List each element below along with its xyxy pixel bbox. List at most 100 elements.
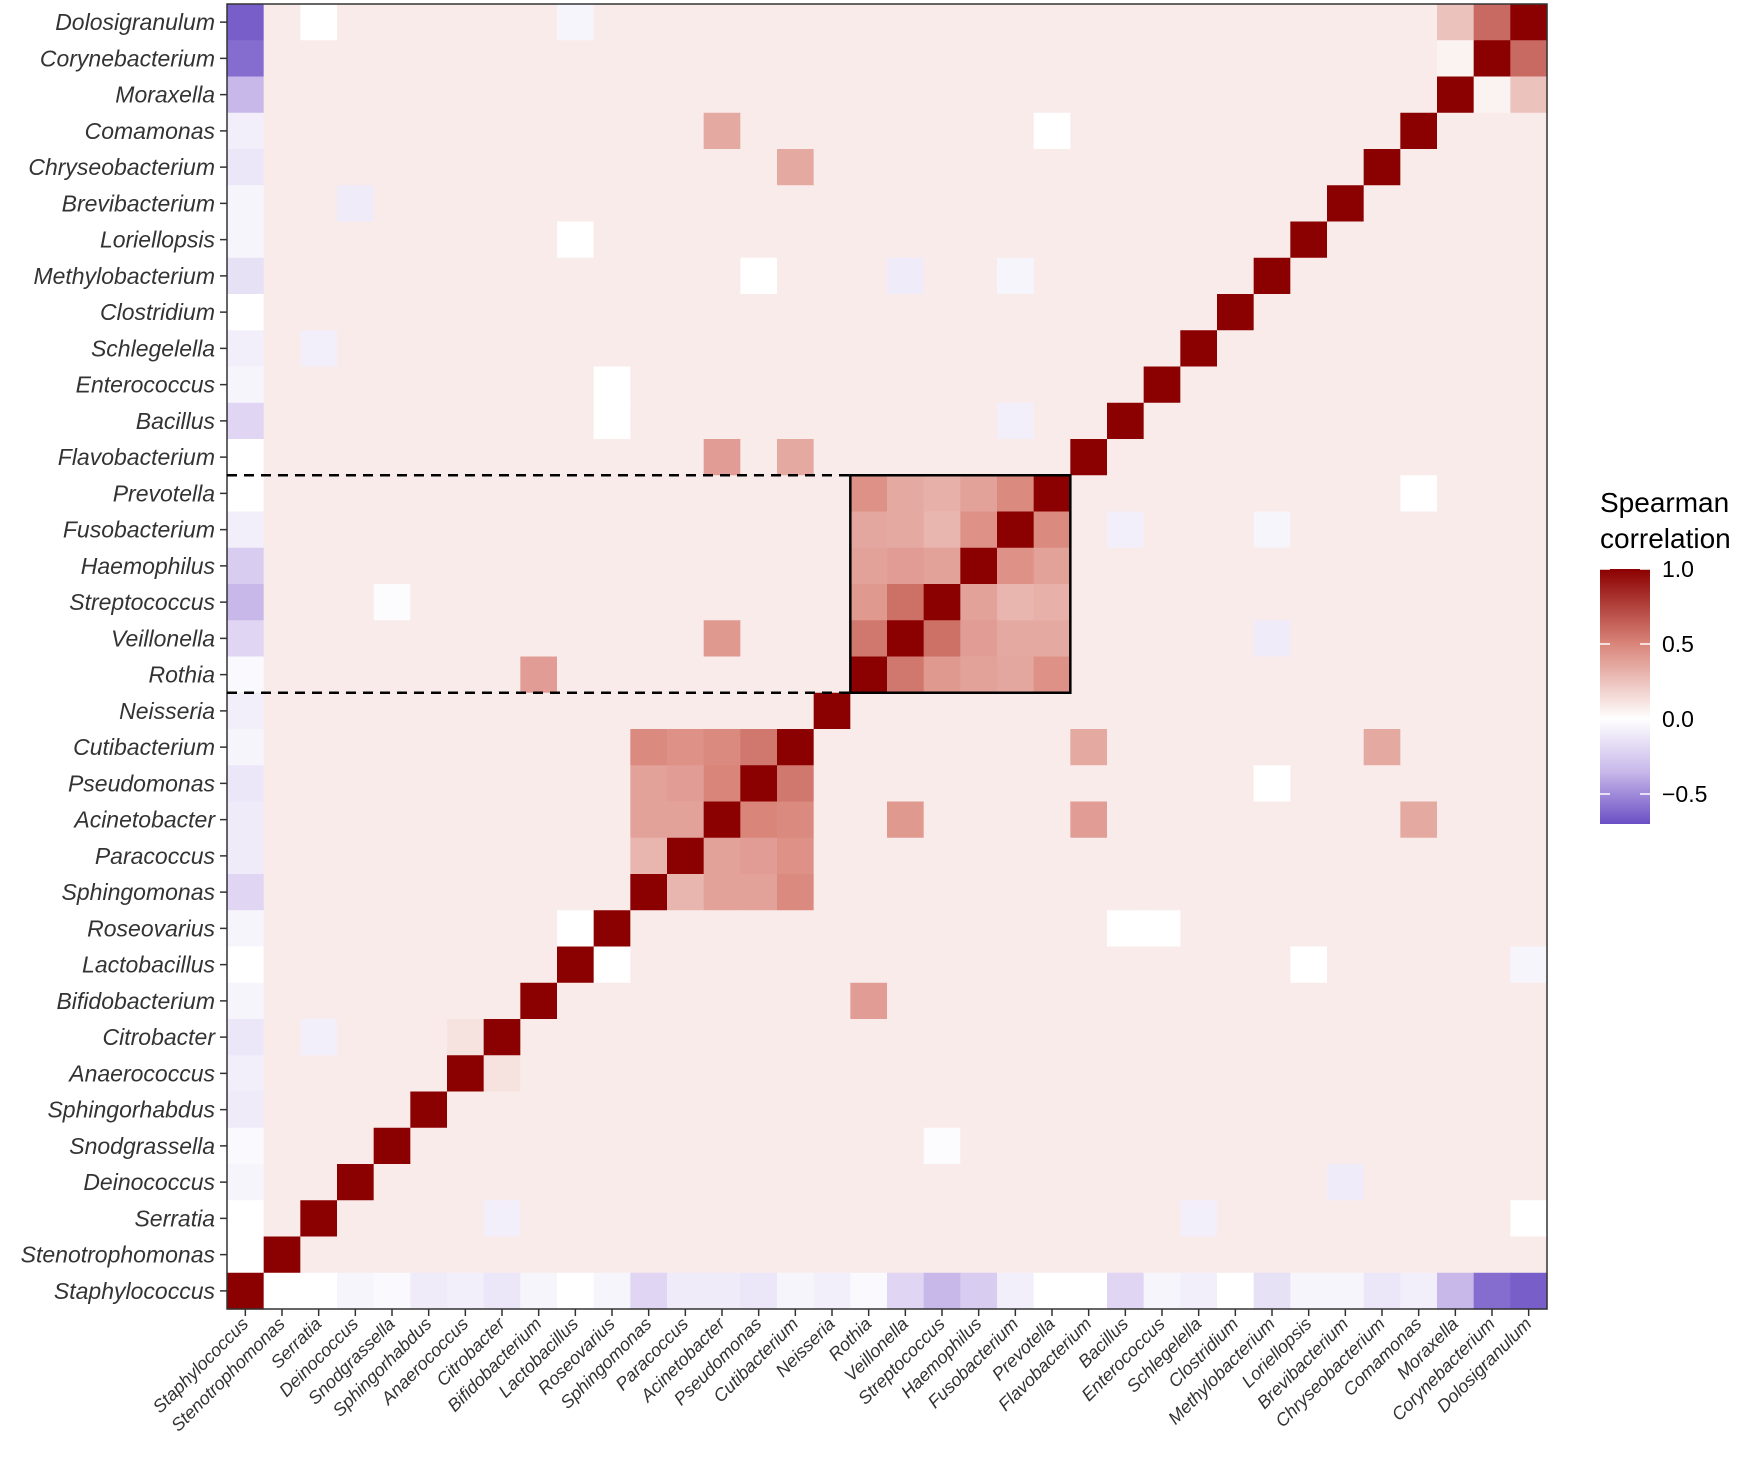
heatmap-cell [1143, 4, 1181, 41]
heatmap-cell [850, 656, 888, 694]
cluster-highlight [227, 474, 1072, 694]
heatmap-cell [740, 330, 778, 368]
heatmap-cell [447, 1019, 485, 1056]
heatmap-cell [263, 837, 301, 875]
heatmap-cell [520, 185, 558, 223]
heatmap-cell [1070, 330, 1108, 368]
heatmap-cell [923, 257, 961, 295]
heatmap-cell [630, 366, 668, 404]
heatmap-cell [1473, 1127, 1511, 1165]
heatmap-cell [777, 330, 815, 368]
heatmap-cell [1290, 547, 1328, 585]
heatmap-cell [1033, 221, 1071, 259]
heatmap-cell [593, 1272, 631, 1310]
heatmap-cell [630, 1019, 668, 1056]
heatmap-cell [263, 511, 301, 549]
heatmap-cell [263, 801, 301, 839]
heatmap-cell [850, 584, 888, 621]
heatmap-cell [703, 910, 741, 948]
heatmap-cell [740, 257, 778, 295]
heatmap-cell [447, 112, 485, 150]
heatmap-cell [263, 729, 301, 766]
heatmap-cell [520, 330, 558, 368]
heatmap-cell [520, 1164, 558, 1201]
heatmap-cell [630, 584, 668, 621]
heatmap-cell [850, 1055, 888, 1093]
heatmap-cell [960, 294, 998, 331]
heatmap-cell [1107, 439, 1145, 476]
heatmap-cell [263, 330, 301, 368]
heatmap-cell [630, 620, 668, 658]
heatmap-cell [410, 221, 448, 259]
heatmap-cell [1437, 656, 1475, 694]
heatmap-cell [520, 910, 558, 948]
heatmap-cell [997, 1236, 1035, 1274]
heatmap-cell [1143, 366, 1181, 404]
heatmap-cell [703, 1055, 741, 1093]
heatmap-cell [447, 765, 485, 803]
heatmap-cell [410, 1019, 448, 1056]
heatmap-cell [373, 1055, 411, 1093]
heatmap-cell [740, 149, 778, 186]
heatmap-cell [373, 1200, 411, 1238]
y-tick-label: Moraxella [115, 82, 215, 108]
heatmap-cell [740, 547, 778, 585]
heatmap-cell [1070, 511, 1108, 549]
heatmap-cell [1290, 910, 1328, 948]
heatmap-cell [997, 692, 1035, 730]
heatmap-cell [703, 439, 741, 476]
heatmap-cell [887, 692, 925, 730]
heatmap-cell [1217, 946, 1255, 984]
heatmap-cell [263, 221, 301, 259]
heatmap-cell [703, 729, 741, 766]
heatmap-cell [1107, 76, 1145, 114]
heatmap-cell [1217, 547, 1255, 585]
heatmap-cell [777, 149, 815, 186]
heatmap-cell [813, 330, 851, 368]
heatmap-cell [1070, 656, 1108, 694]
heatmap-cell [410, 729, 448, 766]
heatmap-cell [703, 584, 741, 621]
heatmap-cell [1180, 982, 1218, 1020]
heatmap-cell [1327, 946, 1365, 984]
heatmap-cell [1290, 221, 1328, 259]
heatmap-cell [1363, 76, 1401, 114]
heatmap-cell [630, 4, 668, 41]
heatmap-cell [1400, 366, 1438, 404]
heatmap-cell [1180, 946, 1218, 984]
heatmap-cell [703, 1164, 741, 1201]
heatmap-cell [887, 1019, 925, 1056]
heatmap-cell [1033, 584, 1071, 621]
heatmap-cell [630, 257, 668, 295]
heatmap-cell [337, 511, 375, 549]
heatmap-cell [960, 874, 998, 911]
heatmap-cell [813, 547, 851, 585]
heatmap-cell [960, 801, 998, 839]
heatmap-cell [1070, 221, 1108, 259]
heatmap-cell [1400, 729, 1438, 766]
heatmap-cell [1327, 1127, 1365, 1165]
heatmap-cell [1033, 439, 1071, 476]
heatmap-cell [997, 76, 1035, 114]
heatmap-cell [923, 439, 961, 476]
heatmap-cell [1437, 1127, 1475, 1165]
heatmap-cell [1400, 4, 1438, 41]
heatmap-cell [1180, 874, 1218, 911]
heatmap-cell [1033, 656, 1071, 694]
heatmap-cell [1253, 76, 1291, 114]
heatmap-cell [997, 729, 1035, 766]
heatmap-cell [630, 1200, 668, 1238]
heatmap-cell [667, 4, 705, 41]
heatmap-cell [1107, 1055, 1145, 1093]
heatmap-cell [1363, 402, 1401, 440]
heatmap-cell [373, 149, 411, 186]
heatmap-cell [1400, 1127, 1438, 1165]
heatmap-cell [887, 439, 925, 476]
heatmap-cell [1253, 584, 1291, 621]
heatmap-cell [630, 982, 668, 1020]
heatmap-cell [520, 112, 558, 150]
heatmap-cell [1473, 366, 1511, 404]
heatmap-cell [1070, 1127, 1108, 1165]
heatmap-cell [1143, 584, 1181, 621]
heatmap-cell [1033, 366, 1071, 404]
